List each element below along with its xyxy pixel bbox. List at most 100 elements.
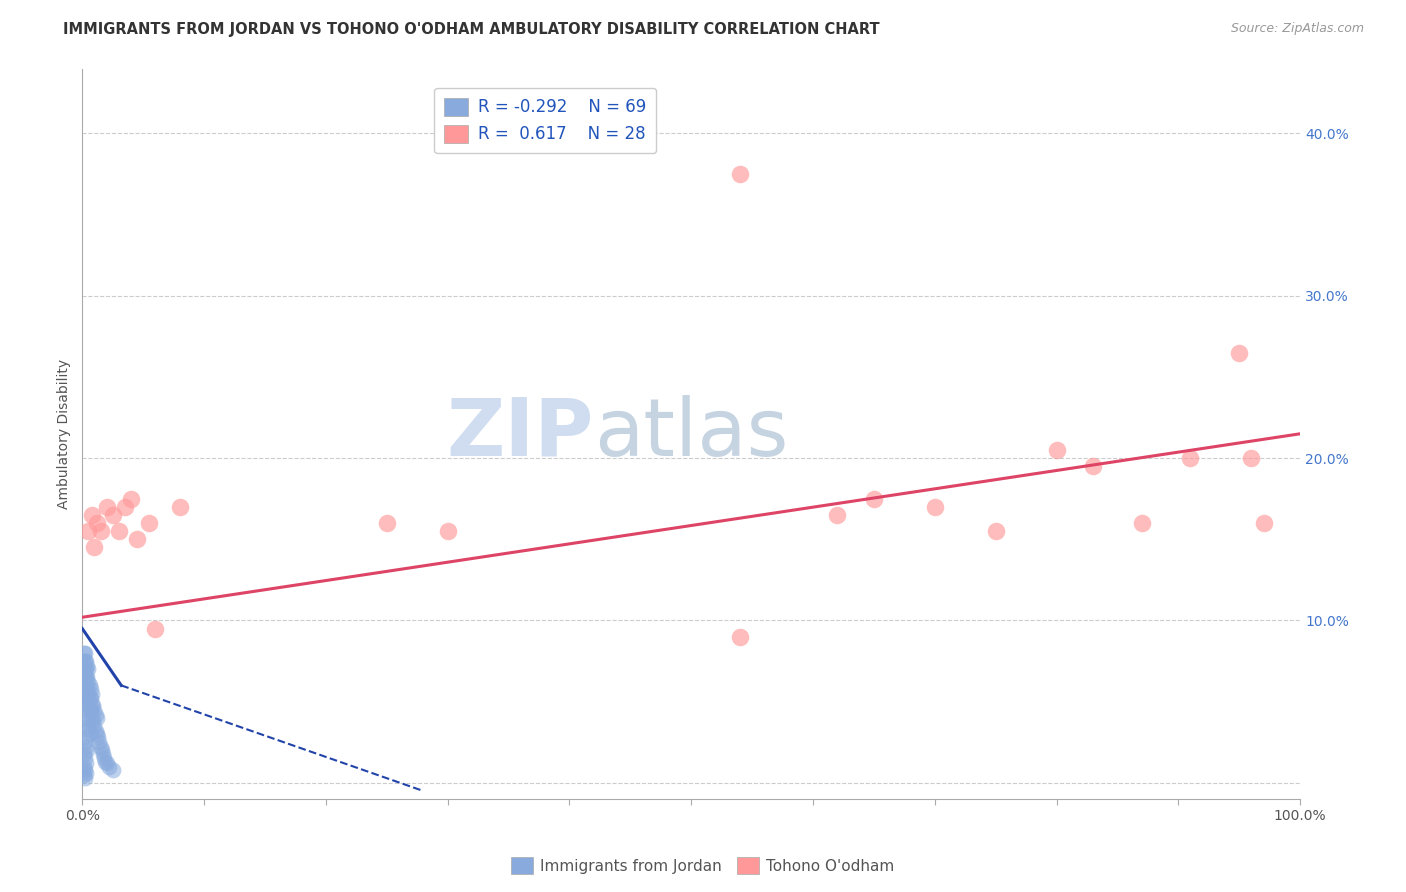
Point	[73, 678, 96, 692]
Point	[72, 654, 94, 668]
Point	[73, 654, 96, 668]
Point	[90, 524, 112, 539]
Point	[72, 747, 94, 761]
Point	[77, 687, 100, 701]
Point	[77, 524, 100, 539]
Point	[75, 714, 97, 728]
Legend: Immigrants from Jordan, Tohono O'odham: Immigrants from Jordan, Tohono O'odham	[505, 851, 901, 880]
Point	[80, 687, 103, 701]
Point	[1045, 443, 1067, 458]
Point	[86, 516, 108, 530]
Point	[86, 711, 108, 725]
Point	[96, 756, 118, 771]
Point	[77, 662, 100, 676]
Point	[120, 491, 142, 506]
Point	[75, 678, 97, 692]
Legend: R = -0.292    N = 69, R =  0.617    N = 28: R = -0.292 N = 69, R = 0.617 N = 28	[434, 87, 655, 153]
Point	[75, 756, 97, 771]
Point	[72, 731, 94, 745]
Point	[90, 743, 112, 757]
Point	[75, 766, 97, 780]
Point	[76, 695, 98, 709]
Point	[91, 747, 114, 761]
Point	[80, 681, 103, 696]
Point	[101, 508, 124, 522]
Point	[1081, 459, 1104, 474]
Point	[1240, 451, 1263, 466]
Point	[72, 759, 94, 773]
Point	[79, 727, 101, 741]
Point	[76, 659, 98, 673]
Point	[72, 670, 94, 684]
Point	[90, 740, 112, 755]
Point	[76, 719, 98, 733]
Point	[73, 763, 96, 777]
Point	[83, 719, 105, 733]
Point	[127, 533, 149, 547]
Point	[72, 646, 94, 660]
Point	[73, 662, 96, 676]
Point	[83, 703, 105, 717]
Point	[82, 714, 104, 728]
Point	[72, 768, 94, 782]
Point	[436, 524, 458, 539]
Point	[1180, 451, 1202, 466]
Text: ZIP: ZIP	[447, 395, 593, 473]
Point	[984, 524, 1007, 539]
Point	[101, 763, 124, 777]
Point	[73, 695, 96, 709]
Point	[73, 771, 96, 785]
Point	[72, 687, 94, 701]
Point	[863, 491, 886, 506]
Point	[80, 691, 103, 706]
Point	[73, 711, 96, 725]
Point	[82, 698, 104, 712]
Point	[76, 743, 98, 757]
Point	[108, 524, 131, 539]
Point	[143, 622, 166, 636]
Point	[75, 654, 97, 668]
Point	[1253, 516, 1275, 530]
Point	[84, 707, 107, 722]
Point	[98, 759, 121, 773]
Point	[138, 516, 160, 530]
Point	[89, 735, 111, 749]
Point	[1227, 345, 1250, 359]
Point	[86, 727, 108, 741]
Y-axis label: Ambulatory Disability: Ambulatory Disability	[58, 359, 72, 508]
Text: atlas: atlas	[593, 395, 789, 473]
Point	[827, 508, 849, 522]
Point	[76, 670, 98, 684]
Point	[73, 646, 96, 660]
Point	[728, 167, 751, 181]
Point	[114, 500, 136, 514]
Point	[77, 723, 100, 737]
Text: Source: ZipAtlas.com: Source: ZipAtlas.com	[1230, 22, 1364, 36]
Point	[73, 670, 96, 684]
Point	[80, 711, 103, 725]
Point	[72, 703, 94, 717]
Point	[77, 698, 100, 712]
Point	[169, 500, 191, 514]
Point	[75, 662, 97, 676]
Point	[73, 751, 96, 765]
Point	[87, 731, 110, 745]
Point	[93, 751, 115, 765]
Point	[1130, 516, 1153, 530]
Text: IMMIGRANTS FROM JORDAN VS TOHONO O'ODHAM AMBULATORY DISABILITY CORRELATION CHART: IMMIGRANTS FROM JORDAN VS TOHONO O'ODHAM…	[63, 22, 880, 37]
Point	[728, 630, 751, 644]
Point	[79, 703, 101, 717]
Point	[75, 740, 97, 755]
Point	[84, 723, 107, 738]
Point	[83, 541, 105, 555]
Point	[96, 500, 118, 514]
Point	[75, 687, 97, 701]
Point	[73, 735, 96, 749]
Point	[79, 678, 101, 692]
Point	[72, 662, 94, 676]
Point	[76, 681, 98, 696]
Point	[94, 755, 117, 769]
Point	[80, 508, 103, 522]
Point	[75, 670, 97, 684]
Point	[375, 516, 398, 530]
